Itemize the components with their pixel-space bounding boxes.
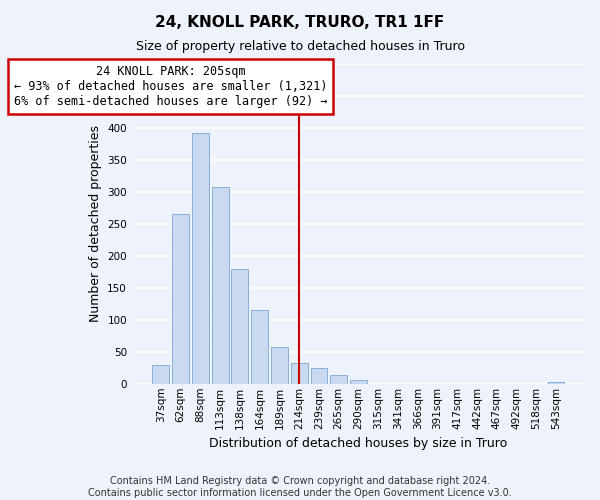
Text: 24, KNOLL PARK, TRURO, TR1 1FF: 24, KNOLL PARK, TRURO, TR1 1FF (155, 15, 445, 30)
Bar (152, 365, 169, 384)
Bar (330, 375, 347, 384)
Bar (311, 368, 328, 384)
Bar (271, 346, 288, 384)
Bar (251, 310, 268, 384)
Text: 24 KNOLL PARK: 205sqm
← 93% of detached houses are smaller (1,321)
6% of semi-de: 24 KNOLL PARK: 205sqm ← 93% of detached … (14, 66, 328, 108)
Text: Contains HM Land Registry data © Crown copyright and database right 2024.
Contai: Contains HM Land Registry data © Crown c… (88, 476, 512, 498)
Bar (350, 380, 367, 384)
X-axis label: Distribution of detached houses by size in Truro: Distribution of detached houses by size … (209, 437, 508, 450)
Text: Size of property relative to detached houses in Truro: Size of property relative to detached ho… (136, 40, 464, 53)
Bar (212, 187, 229, 384)
Bar (548, 382, 565, 384)
Bar (172, 214, 189, 384)
Bar (291, 364, 308, 384)
Bar (192, 133, 209, 384)
Bar (232, 268, 248, 384)
Y-axis label: Number of detached properties: Number of detached properties (89, 126, 101, 322)
